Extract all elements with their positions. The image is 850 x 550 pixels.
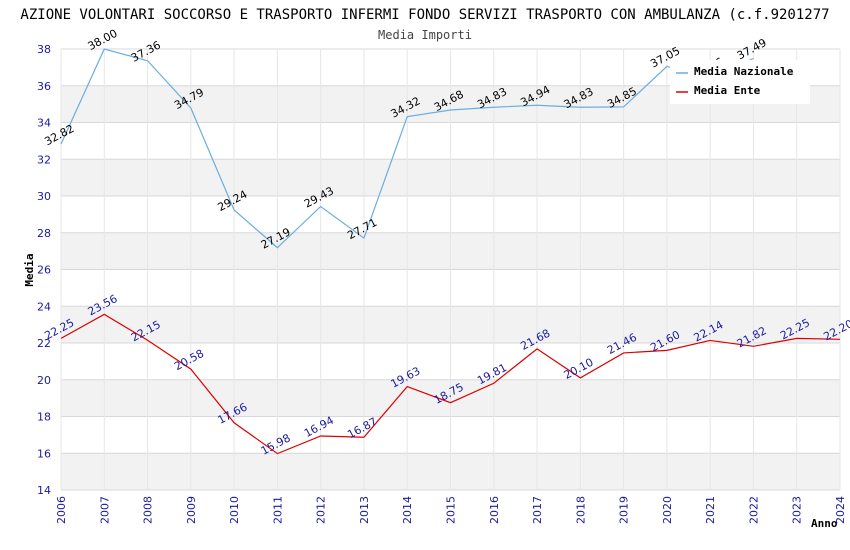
x-tick-label: 2022 bbox=[747, 496, 760, 524]
x-tick-label: 2016 bbox=[488, 496, 501, 524]
y-tick-label: 36 bbox=[37, 80, 51, 93]
x-tick-label: 2023 bbox=[791, 496, 804, 524]
y-tick-label: 16 bbox=[37, 447, 51, 460]
y-tick-label: 38 bbox=[37, 43, 51, 56]
x-tick-label: 2015 bbox=[445, 496, 458, 524]
series-lines bbox=[60, 48, 841, 455]
x-tick-label: 2020 bbox=[661, 496, 674, 524]
y-tick-label: 32 bbox=[37, 153, 51, 166]
y-tick-label: 22 bbox=[37, 337, 51, 350]
x-tick-label: 2011 bbox=[271, 496, 284, 524]
y-tick-label: 20 bbox=[37, 374, 51, 387]
x-tick-label: 2008 bbox=[142, 496, 155, 524]
x-tick-label: 2018 bbox=[574, 496, 587, 524]
x-tick-label: 2007 bbox=[98, 496, 111, 524]
y-tick-label: 24 bbox=[37, 300, 51, 313]
x-tick-label: 2012 bbox=[315, 496, 328, 524]
legend: Media Nazionale Media Ente bbox=[670, 60, 810, 104]
x-tick-label: 2021 bbox=[704, 496, 717, 524]
x-tick-label: 2014 bbox=[401, 496, 414, 524]
y-tick-label: 34 bbox=[37, 117, 51, 130]
x-tick-label: 2019 bbox=[618, 496, 631, 524]
y-axis-ticks: 14 16 18 20 22 24 26 28 30 32 34 36 38 bbox=[37, 43, 51, 497]
x-tick-label: 2013 bbox=[358, 496, 371, 524]
series-line-nazionale bbox=[60, 48, 754, 249]
y-tick-label: 30 bbox=[37, 190, 51, 203]
y-tick-label: 28 bbox=[37, 227, 51, 240]
x-tick-label: 2006 bbox=[55, 496, 68, 524]
x-tick-label: 2009 bbox=[185, 496, 198, 524]
legend-box bbox=[670, 60, 810, 104]
x-tick-label: 2010 bbox=[228, 496, 241, 524]
chart-subtitle: Media Importi bbox=[378, 28, 472, 42]
y-tick-label: 18 bbox=[37, 411, 51, 424]
series-line-ente bbox=[60, 313, 841, 455]
legend-label-ente: Media Ente bbox=[694, 84, 761, 97]
y-tick-label: 26 bbox=[37, 264, 51, 277]
x-tick-label: 2024 bbox=[834, 496, 847, 524]
y-axis-label: Media bbox=[23, 253, 36, 286]
x-axis-label: Anno bbox=[811, 517, 838, 530]
y-tick-label: 14 bbox=[37, 484, 51, 497]
x-tick-label: 2017 bbox=[531, 496, 544, 524]
grid-lines bbox=[60, 48, 841, 491]
x-axis-ticks: 2006 2007 2008 2009 2010 2011 2012 2013 2014 2015… bbox=[55, 496, 847, 524]
chart-title: AZIONE VOLONTARI SOCCORSO E TRASPORTO IN… bbox=[20, 7, 829, 23]
legend-label-nazionale: Media Nazionale bbox=[694, 65, 794, 78]
